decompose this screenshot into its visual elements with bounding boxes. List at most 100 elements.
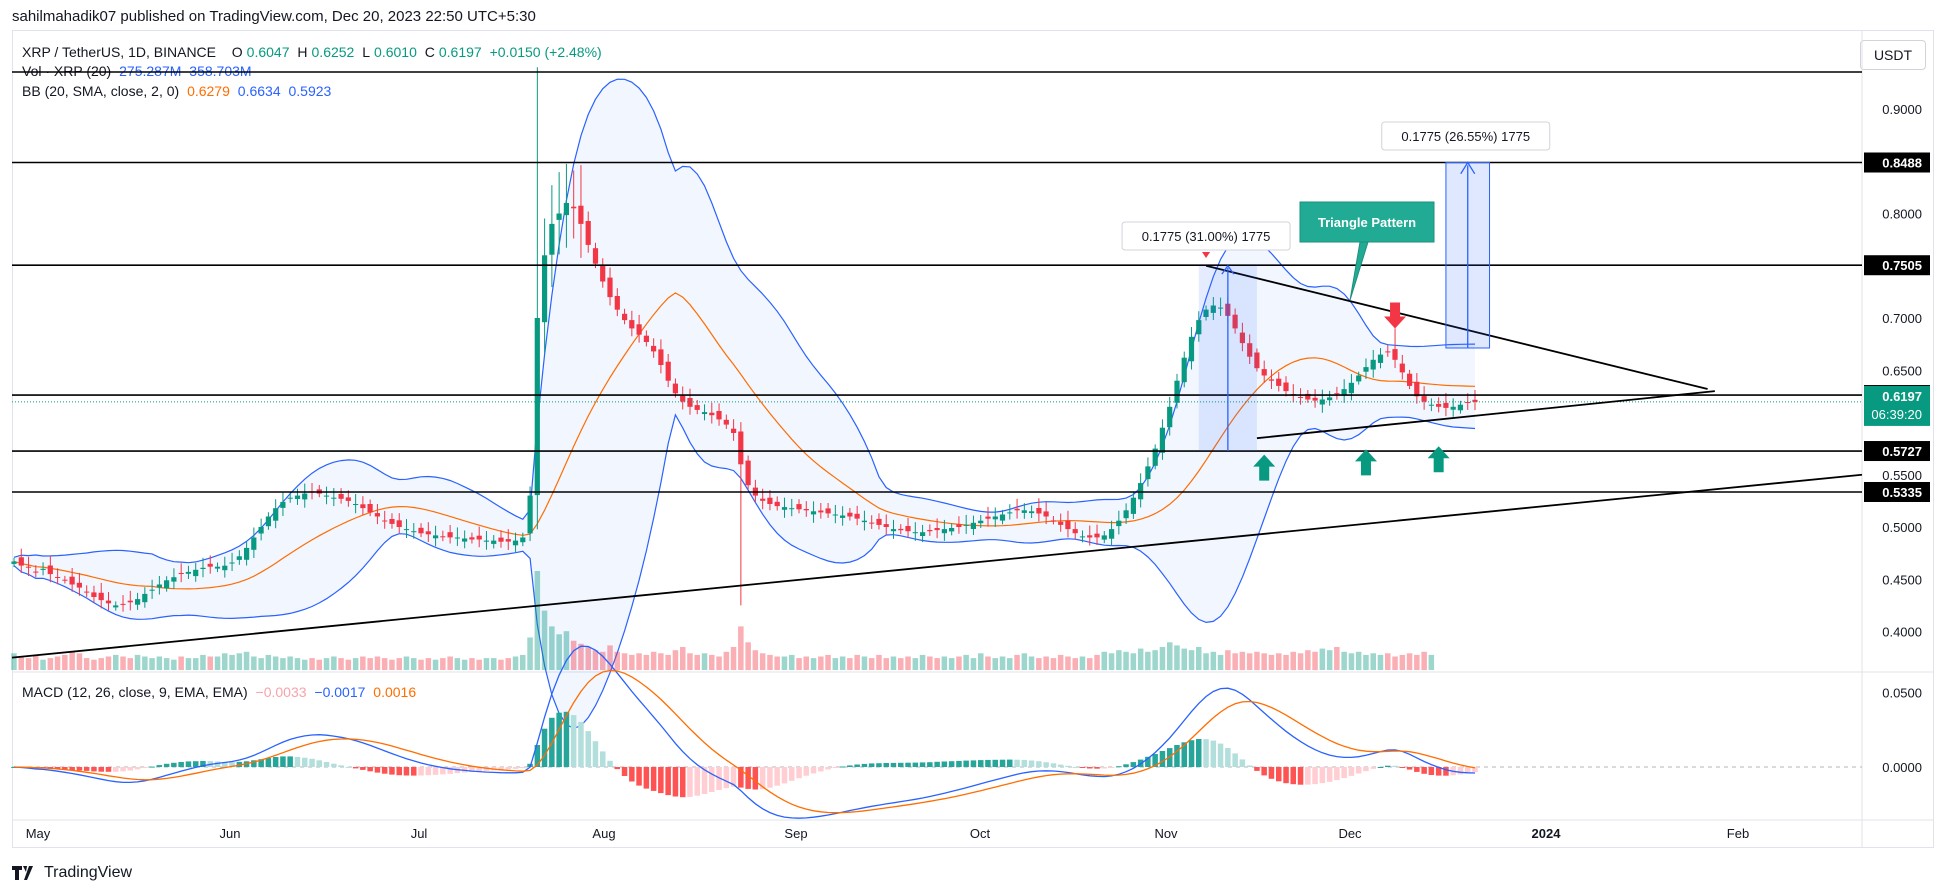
candle[interactable]: [1203, 305, 1209, 321]
candle[interactable]: [534, 67, 540, 530]
volume-label[interactable]: Vol · XRP (20): [22, 63, 112, 79]
candle[interactable]: [549, 185, 555, 288]
candle[interactable]: [69, 567, 75, 592]
candle[interactable]: [454, 527, 460, 546]
candle[interactable]: [1421, 386, 1427, 410]
candle[interactable]: [156, 576, 162, 595]
candle[interactable]: [1428, 398, 1434, 412]
candle[interactable]: [781, 497, 788, 518]
candle[interactable]: [1109, 520, 1115, 546]
long-support-trendline[interactable]: [11, 473, 1863, 659]
candle[interactable]: [985, 506, 991, 527]
candle[interactable]: [1392, 328, 1398, 369]
candle[interactable]: [476, 526, 482, 548]
candle[interactable]: [1087, 525, 1093, 546]
candle[interactable]: [55, 568, 61, 585]
candle[interactable]: [738, 422, 744, 606]
candle[interactable]: [1297, 388, 1304, 405]
candle[interactable]: [1334, 386, 1340, 400]
candle[interactable]: [331, 488, 337, 507]
candle[interactable]: [302, 483, 308, 508]
candle[interactable]: [1181, 351, 1187, 388]
candle[interactable]: [1348, 374, 1354, 401]
candle[interactable]: [345, 490, 351, 507]
candle[interactable]: [1050, 516, 1056, 525]
candle[interactable]: [629, 310, 635, 337]
candle[interactable]: [338, 488, 344, 504]
candle[interactable]: [920, 524, 926, 543]
candle[interactable]: [1450, 398, 1456, 417]
candle[interactable]: [1327, 390, 1333, 406]
candle[interactable]: [1058, 513, 1064, 532]
candle[interactable]: [527, 486, 533, 542]
candle[interactable]: [840, 506, 846, 526]
candle[interactable]: [774, 496, 780, 511]
candle[interactable]: [425, 522, 431, 542]
candle[interactable]: [1268, 369, 1275, 389]
candle[interactable]: [854, 505, 860, 526]
candle[interactable]: [1457, 400, 1463, 414]
candle[interactable]: [374, 504, 380, 525]
currency-button[interactable]: USDT: [1860, 40, 1926, 70]
candle[interactable]: [1116, 510, 1122, 535]
candle[interactable]: [411, 523, 417, 539]
candle[interactable]: [244, 540, 250, 566]
candle[interactable]: [832, 504, 838, 524]
candle[interactable]: [483, 531, 489, 550]
candle[interactable]: [1276, 372, 1282, 392]
candle[interactable]: [1407, 369, 1413, 390]
candle[interactable]: [970, 515, 976, 535]
candle[interactable]: [1036, 498, 1042, 522]
candle[interactable]: [723, 414, 729, 429]
candle[interactable]: [113, 601, 119, 611]
candle[interactable]: [105, 592, 112, 611]
candle[interactable]: [251, 527, 257, 559]
candle[interactable]: [120, 595, 126, 612]
candle[interactable]: [861, 510, 867, 531]
candle[interactable]: [571, 170, 577, 239]
candle[interactable]: [1079, 530, 1086, 543]
candle[interactable]: [1101, 531, 1107, 544]
candle[interactable]: [47, 555, 53, 583]
candle[interactable]: [731, 419, 737, 441]
candle[interactable]: [1014, 498, 1020, 519]
candle[interactable]: [396, 513, 402, 533]
candle[interactable]: [890, 519, 897, 539]
candle[interactable]: [469, 532, 475, 544]
candle[interactable]: [716, 403, 722, 426]
candle[interactable]: [614, 288, 620, 317]
candle[interactable]: [600, 258, 606, 288]
candle[interactable]: [585, 211, 591, 253]
candle[interactable]: [11, 557, 17, 568]
candle[interactable]: [200, 557, 206, 578]
candle[interactable]: [353, 494, 359, 514]
candle[interactable]: [1254, 348, 1260, 372]
candle[interactable]: [1123, 503, 1129, 524]
candle[interactable]: [193, 563, 199, 582]
candle[interactable]: [607, 267, 613, 306]
candle[interactable]: [680, 386, 686, 410]
symbol-name[interactable]: XRP / TetherUS, 1D, BINANCE: [22, 44, 216, 60]
candle[interactable]: [1436, 397, 1442, 413]
candle[interactable]: [265, 512, 271, 530]
candle[interactable]: [643, 330, 649, 347]
candle[interactable]: [1377, 348, 1384, 369]
candle[interactable]: [796, 499, 802, 514]
candle[interactable]: [164, 576, 170, 592]
candle[interactable]: [825, 502, 831, 518]
candle[interactable]: [222, 556, 228, 578]
candle[interactable]: [1319, 389, 1325, 413]
candle[interactable]: [963, 514, 969, 534]
candle[interactable]: [1261, 360, 1267, 383]
candle[interactable]: [258, 518, 264, 541]
candle[interactable]: [418, 523, 424, 538]
candle[interactable]: [1385, 344, 1391, 357]
candle[interactable]: [382, 510, 388, 529]
candle[interactable]: [1072, 522, 1078, 540]
candle[interactable]: [505, 529, 511, 550]
candle[interactable]: [745, 455, 751, 490]
candle[interactable]: [869, 515, 875, 529]
candle[interactable]: [1363, 358, 1369, 379]
candle[interactable]: [767, 490, 773, 511]
candle[interactable]: [651, 338, 657, 358]
